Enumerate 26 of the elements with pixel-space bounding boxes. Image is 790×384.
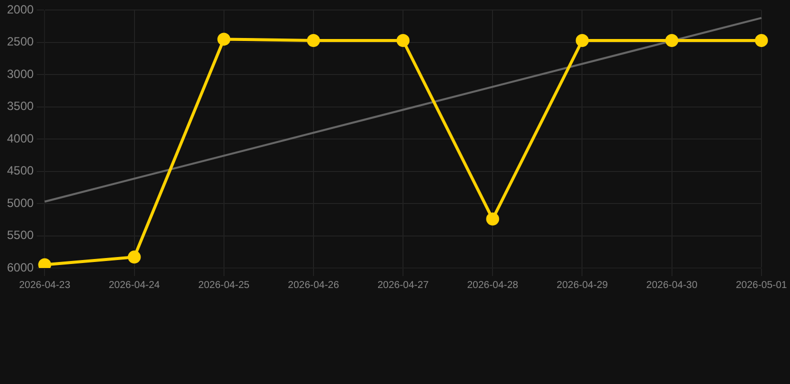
y-tick-label: 6000 [6, 260, 34, 274]
x-tick-label: 2026-04-28 [467, 280, 519, 291]
y-tick-label: 2000 [6, 2, 34, 17]
point [754, 34, 768, 47]
y-tick-label: 3500 [6, 99, 34, 114]
x-tick-label: 2026-04-30 [646, 280, 698, 291]
x-tick-label: 2026-04-23 [19, 280, 71, 291]
point [217, 32, 230, 46]
x-tick-label: 2026-05-01 [736, 280, 788, 291]
x-tick-label: 2026-04-25 [198, 280, 250, 291]
x-tick-label: 2026-04-27 [377, 280, 430, 291]
x-tick-label: 2026-04-24 [108, 280, 160, 291]
point [665, 34, 678, 47]
point [576, 34, 589, 47]
y-tick-label: 3000 [6, 66, 34, 81]
y-tick-label: 5000 [6, 196, 34, 210]
point [486, 212, 500, 226]
y-tick-label: 5500 [6, 228, 34, 242]
x-tick-label: 2026-04-29 [556, 280, 608, 291]
y-tick-label: 4000 [6, 131, 34, 146]
point [396, 34, 410, 47]
point [306, 34, 320, 47]
point [128, 250, 141, 264]
y-tick-label: 2500 [6, 34, 34, 49]
y-tick-label: 4500 [6, 164, 34, 178]
x-tick-label: 2026-04-26 [288, 280, 340, 291]
